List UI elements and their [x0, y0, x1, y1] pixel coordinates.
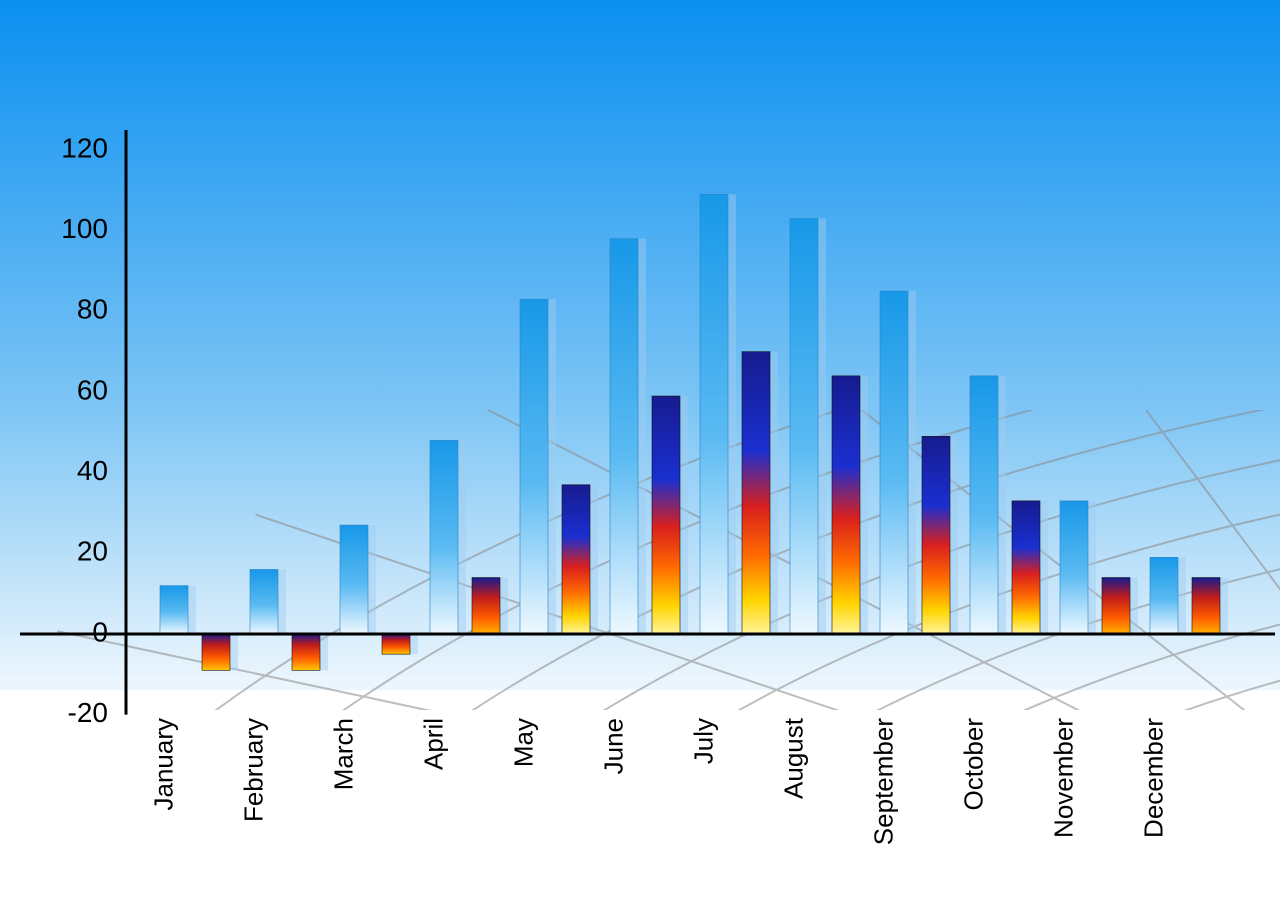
- chart-container: -20 0 20 40 60 80 100 120 January February March A…: [0, 0, 1280, 905]
- bar: [292, 634, 320, 670]
- x-tick-label: May: [508, 718, 538, 767]
- bar: [1060, 501, 1088, 634]
- bar: [472, 578, 500, 634]
- x-tick-label: September: [868, 718, 898, 846]
- x-tick-label: April: [418, 718, 448, 770]
- y-tick-label: 80: [77, 294, 108, 325]
- y-tick-label: 120: [61, 132, 108, 163]
- x-tick-label: October: [958, 718, 988, 811]
- bar: [202, 634, 230, 670]
- x-tick-label: December: [1138, 718, 1168, 838]
- bar: [1192, 578, 1220, 634]
- bar: [430, 440, 458, 634]
- bar: [922, 436, 950, 634]
- bar: [880, 291, 908, 634]
- bar: [1102, 578, 1130, 634]
- bar: [610, 239, 638, 634]
- bar: [382, 634, 410, 654]
- bar: [1012, 501, 1040, 634]
- bar: [562, 485, 590, 634]
- x-tick-label: January: [148, 718, 178, 811]
- x-tick-label: November: [1048, 718, 1078, 838]
- bar: [1150, 557, 1178, 634]
- bar: [160, 586, 188, 634]
- y-tick-label: 40: [77, 455, 108, 486]
- y-tick-label: 0: [92, 616, 108, 647]
- x-tick-label: July: [688, 718, 718, 764]
- bar: [700, 194, 728, 634]
- bar: [742, 352, 770, 634]
- bar: [970, 376, 998, 634]
- bar: [520, 299, 548, 634]
- monthly-bar-chart: -20 0 20 40 60 80 100 120 January February March A…: [0, 0, 1280, 905]
- y-tick-label: 20: [77, 536, 108, 567]
- y-tick-label: -20: [68, 697, 108, 728]
- x-tick-label: August: [778, 717, 808, 799]
- x-tick-label: March: [328, 718, 358, 790]
- bar: [832, 376, 860, 634]
- y-tick-label: 100: [61, 213, 108, 244]
- bar: [340, 525, 368, 634]
- x-tick-label: June: [598, 718, 628, 774]
- background-floor: [0, 690, 1280, 905]
- y-tick-label: 60: [77, 374, 108, 405]
- bar: [790, 219, 818, 634]
- bar: [250, 569, 278, 634]
- x-tick-label: February: [238, 718, 268, 822]
- bar: [652, 396, 680, 634]
